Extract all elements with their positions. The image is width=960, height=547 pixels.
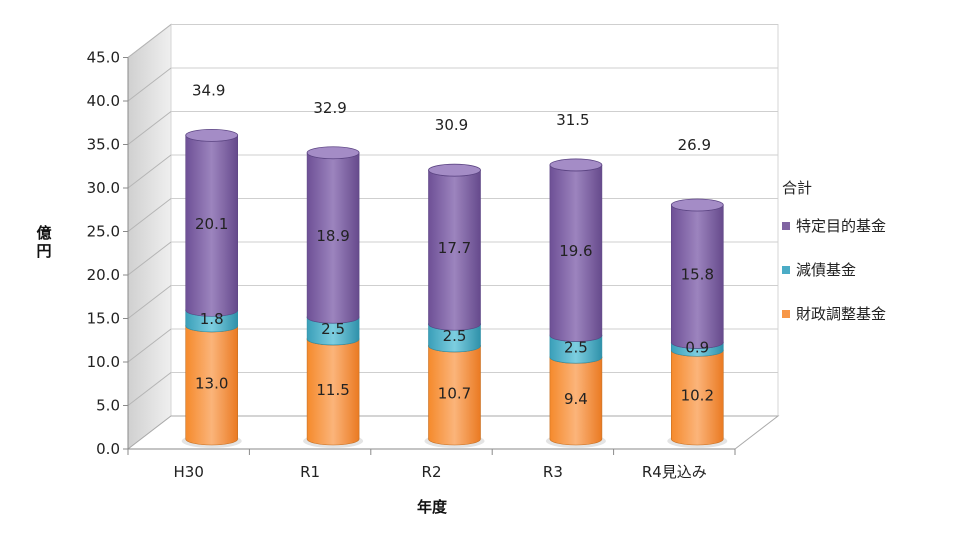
bar-stack xyxy=(424,163,485,448)
legend-item-debt-fund: 減債基金 xyxy=(782,258,952,282)
legend-label: 減債基金 xyxy=(796,261,857,279)
x-tick-label: R2 xyxy=(422,463,442,481)
data-label: 1.8 xyxy=(200,310,224,328)
data-label: 0.9 xyxy=(685,338,709,356)
gridline-side xyxy=(127,67,172,102)
gridline-side xyxy=(127,154,172,189)
y-tick-label: 15.0 xyxy=(87,310,120,328)
bar-segment-top xyxy=(306,146,360,160)
left-wall xyxy=(127,23,172,451)
total-label: 30.9 xyxy=(435,116,468,134)
bar-segment-top xyxy=(185,128,239,142)
y-axis-title: 億円 xyxy=(36,224,51,260)
bar-stack xyxy=(545,158,606,448)
x-tick-label: R1 xyxy=(300,463,320,481)
x-tick-label: R3 xyxy=(543,463,563,481)
y-axis: 0.0 5.0 10.0 15.0 20.0 25.0 30.0 35.0 40.0 45.0 xyxy=(87,49,129,458)
total-label: 32.9 xyxy=(313,99,346,117)
data-label: 10.7 xyxy=(438,384,471,402)
bar-segment-top xyxy=(670,198,724,212)
data-label: 9.4 xyxy=(564,390,588,408)
data-label: 18.9 xyxy=(316,227,349,245)
gridline-side xyxy=(127,241,172,276)
data-label: 20.1 xyxy=(195,215,228,233)
gridline-side xyxy=(127,198,172,232)
data-label: 2.5 xyxy=(443,327,467,345)
legend-title: 合計 xyxy=(782,179,813,197)
legend-swatch-purple xyxy=(782,222,790,230)
x-axis-title: 年度 xyxy=(417,498,448,516)
y-tick-label: 40.0 xyxy=(87,92,120,110)
y-tick-label: 5.0 xyxy=(96,397,120,415)
gridline-side xyxy=(127,285,172,319)
data-label: 2.5 xyxy=(321,320,345,338)
y-tick-label: 45.0 xyxy=(87,49,120,67)
bar-stack xyxy=(303,146,364,448)
x-tick-label: R4見込み xyxy=(642,463,707,481)
legend-item-special-fund: 特定目的基金 xyxy=(782,214,952,238)
bar-stack xyxy=(667,198,728,448)
data-label: 2.5 xyxy=(564,338,588,356)
gridline-side xyxy=(127,24,172,58)
total-label: 26.9 xyxy=(678,136,711,154)
data-label: 10.2 xyxy=(681,387,714,405)
gridline-side xyxy=(127,372,172,406)
gridline-side xyxy=(127,111,172,145)
legend: 合計 特定目的基金 減債基金 財政調整基金 xyxy=(782,176,952,346)
bars xyxy=(181,128,728,448)
data-label: 11.5 xyxy=(316,381,349,399)
data-labels: 13.0 1.8 20.1 11.5 2.5 18.9 10.7 2.5 17.7 9.4 2.5 1… xyxy=(192,81,714,408)
y-tick-label: 35.0 xyxy=(87,136,120,154)
total-label: 34.9 xyxy=(192,81,225,99)
gridline-side xyxy=(127,328,172,363)
y-tick-label: 30.0 xyxy=(87,179,120,197)
legend-label: 特定目的基金 xyxy=(796,217,887,235)
x-tick-label: H30 xyxy=(174,463,204,481)
data-label: 17.7 xyxy=(438,239,471,257)
y-tick-label: 20.0 xyxy=(87,266,120,284)
y-tick-label: 0.0 xyxy=(96,440,120,458)
data-label: 15.8 xyxy=(681,266,714,284)
legend-swatch-teal xyxy=(782,266,790,274)
legend-swatch-orange xyxy=(782,310,790,318)
data-label: 19.6 xyxy=(559,242,592,260)
legend-label: 財政調整基金 xyxy=(796,305,887,323)
y-tick-label: 10.0 xyxy=(87,353,120,371)
x-axis: H30 R1 R2 R3 R4見込み xyxy=(127,448,736,481)
data-label: 13.0 xyxy=(195,374,228,392)
y-tick-label: 25.0 xyxy=(87,223,120,241)
bar-segment-top xyxy=(428,163,481,177)
legend-item-adjustment-fund: 財政調整基金 xyxy=(782,302,952,326)
bar-segment-top xyxy=(549,158,603,172)
total-label: 31.5 xyxy=(556,111,589,129)
bar-stack xyxy=(181,128,242,448)
